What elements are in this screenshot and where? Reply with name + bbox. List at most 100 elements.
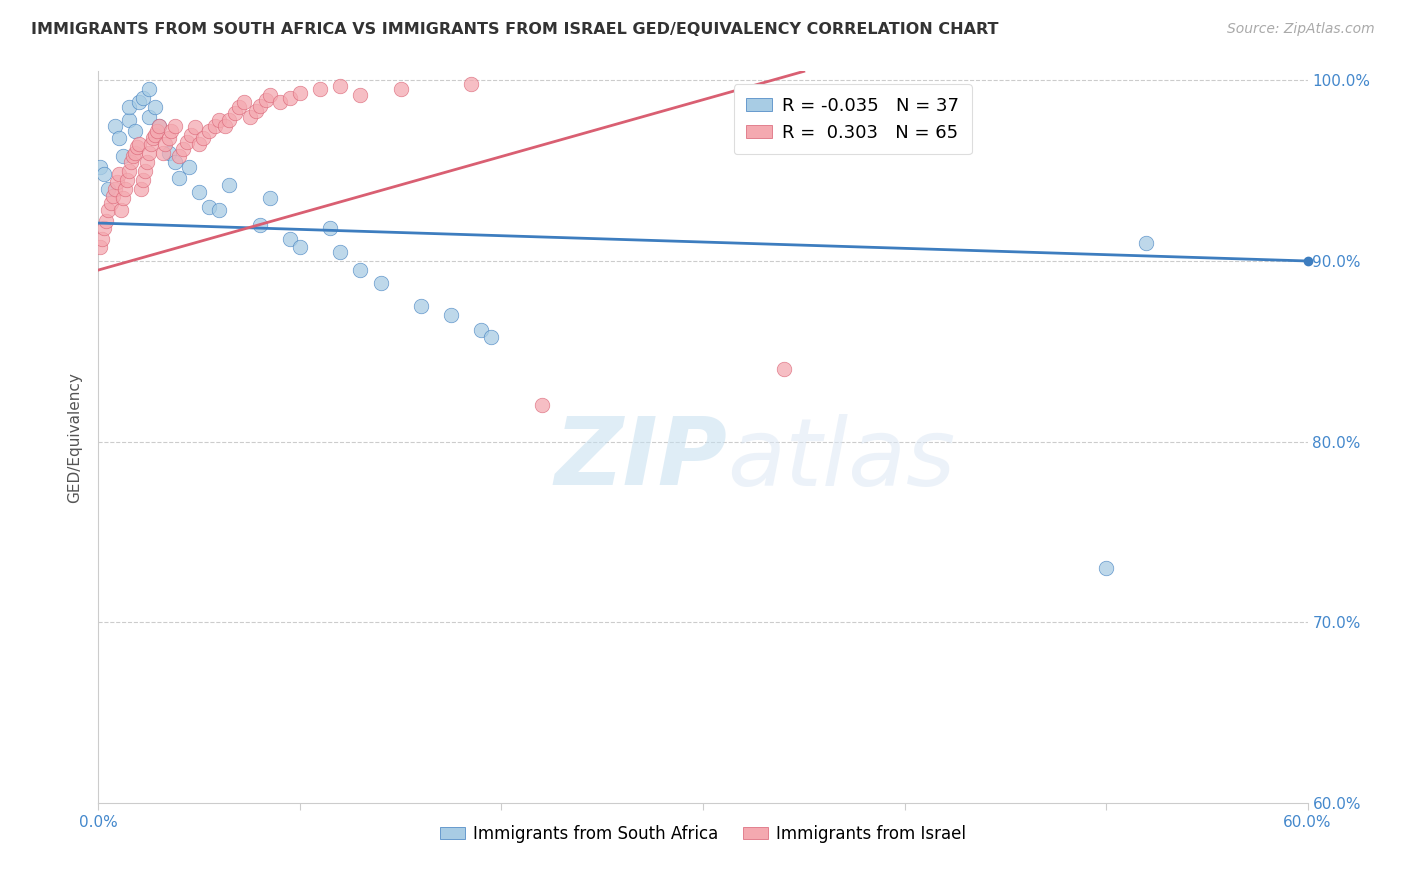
- Point: [118, 100, 141, 114]
- Point: [188, 186, 211, 200]
- Point: [269, 95, 291, 109]
- Point: [288, 86, 311, 100]
- Point: [132, 91, 155, 105]
- Point: [97, 182, 120, 196]
- Point: [228, 100, 250, 114]
- Point: [409, 299, 432, 313]
- Point: [132, 172, 155, 186]
- Point: [349, 87, 371, 102]
- Point: [157, 145, 180, 160]
- Point: [481, 330, 503, 344]
- Point: [103, 182, 125, 196]
- Point: [259, 87, 281, 102]
- Point: [107, 167, 129, 181]
- Point: [134, 163, 156, 178]
- Text: IMMIGRANTS FROM SOUTH AFRICA VS IMMIGRANTS FROM ISRAEL GED/EQUIVALENCY CORRELATI: IMMIGRANTS FROM SOUTH AFRICA VS IMMIGRAN…: [31, 22, 998, 37]
- Point: [329, 78, 352, 93]
- Point: [204, 119, 226, 133]
- Point: [245, 104, 267, 119]
- Point: [125, 140, 148, 154]
- Point: [218, 178, 240, 193]
- Point: [100, 196, 122, 211]
- Point: [1095, 561, 1118, 575]
- Point: [135, 154, 157, 169]
- Point: [259, 191, 281, 205]
- Point: [180, 128, 202, 142]
- Point: [128, 95, 150, 109]
- Point: [103, 119, 125, 133]
- Point: [152, 145, 174, 160]
- Point: [167, 170, 190, 185]
- Point: [249, 98, 271, 112]
- Point: [93, 221, 115, 235]
- Point: [157, 131, 180, 145]
- Point: [89, 239, 111, 253]
- Point: [118, 113, 141, 128]
- Point: [121, 149, 143, 163]
- Point: [214, 119, 236, 133]
- Point: [1135, 235, 1157, 250]
- Point: [319, 221, 342, 235]
- Point: [118, 163, 141, 178]
- Point: [208, 203, 231, 218]
- Point: [124, 124, 146, 138]
- Point: [167, 149, 190, 163]
- Point: [278, 91, 301, 105]
- Point: [93, 167, 115, 181]
- Point: [176, 135, 198, 149]
- Point: [288, 239, 311, 253]
- Point: [163, 119, 186, 133]
- Point: [148, 119, 170, 133]
- Point: [188, 136, 211, 151]
- Point: [120, 154, 142, 169]
- Point: [105, 175, 128, 189]
- Point: [198, 200, 221, 214]
- Point: [172, 142, 194, 156]
- Text: ZIP: ZIP: [554, 413, 727, 505]
- Point: [115, 172, 138, 186]
- Point: [460, 77, 482, 91]
- Point: [470, 323, 492, 337]
- Point: [129, 182, 152, 196]
- Point: [389, 82, 412, 96]
- Point: [128, 136, 150, 151]
- Point: [208, 113, 231, 128]
- Point: [146, 124, 169, 138]
- Point: [143, 128, 166, 142]
- Point: [440, 308, 463, 322]
- Point: [179, 160, 201, 174]
- Point: [138, 110, 160, 124]
- Point: [198, 124, 221, 138]
- Point: [101, 189, 124, 203]
- Point: [254, 93, 277, 107]
- Point: [111, 191, 134, 205]
- Point: [278, 232, 301, 246]
- Point: [232, 95, 254, 109]
- Point: [772, 362, 794, 376]
- Point: [111, 149, 134, 163]
- Point: [249, 218, 271, 232]
- Legend: Immigrants from South Africa, Immigrants from Israel: Immigrants from South Africa, Immigrants…: [433, 818, 973, 849]
- Point: [124, 145, 146, 160]
- Point: [89, 160, 111, 174]
- Point: [143, 100, 166, 114]
- Point: [107, 131, 129, 145]
- Text: atlas: atlas: [727, 414, 956, 505]
- Point: [114, 182, 136, 196]
- Point: [329, 244, 352, 259]
- Point: [91, 232, 114, 246]
- Point: [148, 119, 170, 133]
- Point: [163, 154, 186, 169]
- Y-axis label: GED/Equivalency: GED/Equivalency: [67, 372, 83, 502]
- Point: [153, 136, 176, 151]
- Point: [370, 276, 392, 290]
- Point: [184, 120, 207, 135]
- Point: [193, 131, 215, 145]
- Point: [139, 136, 162, 151]
- Point: [138, 145, 160, 160]
- Point: [138, 82, 160, 96]
- Point: [218, 113, 240, 128]
- Point: [530, 399, 553, 413]
- Text: Source: ZipAtlas.com: Source: ZipAtlas.com: [1227, 22, 1375, 37]
- Point: [309, 82, 332, 96]
